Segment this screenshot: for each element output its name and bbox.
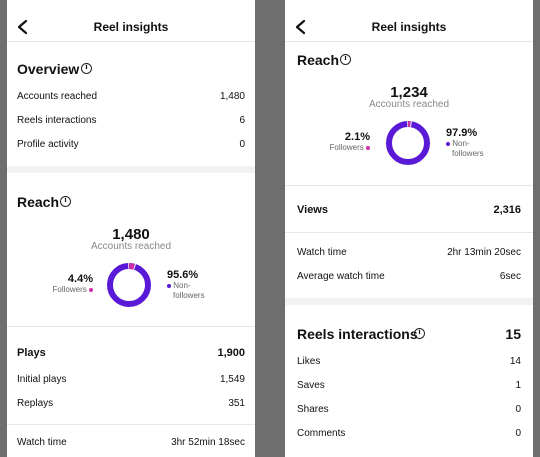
nonfollowers-percent: 95.6% bbox=[167, 269, 199, 281]
info-icon[interactable] bbox=[414, 327, 425, 339]
divider bbox=[285, 232, 533, 233]
row-value: 6 bbox=[239, 115, 245, 126]
row-label: Reels interactions bbox=[17, 115, 97, 126]
section-divider bbox=[285, 298, 533, 305]
reach-title: Reach bbox=[17, 194, 60, 210]
info-icon[interactable] bbox=[81, 62, 92, 74]
row-value: 6sec bbox=[499, 271, 521, 282]
watch-time-value: 3hr 52min 18sec bbox=[171, 437, 245, 448]
reach-title: Reach bbox=[297, 52, 340, 68]
row-label: Accounts reached bbox=[17, 91, 98, 102]
header-divider bbox=[285, 41, 533, 42]
row-value: 0 bbox=[515, 428, 521, 439]
views-value: 2,316 bbox=[493, 204, 521, 216]
nonfollowers-stat: 95.6% Non-followers bbox=[167, 269, 205, 301]
views-title: Views bbox=[297, 204, 328, 216]
reach-total: 1,234 bbox=[390, 84, 428, 101]
followers-label: Followers bbox=[52, 285, 87, 294]
overview-title: Overview bbox=[17, 61, 80, 77]
row-label: Saves bbox=[297, 380, 325, 391]
chevron-left-icon[interactable] bbox=[294, 19, 308, 35]
interactions-title: Reels interactions bbox=[297, 326, 418, 342]
row-label: Average watch time bbox=[297, 271, 385, 282]
reach-total: 1,480 bbox=[112, 226, 150, 243]
row-value: 1,549 bbox=[219, 374, 245, 385]
followers-label: Followers bbox=[329, 143, 364, 152]
reach-caption: Accounts reached bbox=[90, 241, 172, 252]
nonfollowers-dot bbox=[167, 283, 171, 288]
followers-stat: 4.4% Followers bbox=[53, 273, 93, 294]
row-value: 1 bbox=[515, 380, 521, 391]
divider bbox=[285, 185, 533, 186]
page-title: Reel insights bbox=[93, 20, 169, 34]
plays-value: 1,900 bbox=[217, 347, 245, 359]
followers-dot bbox=[366, 145, 370, 150]
row-value: 14 bbox=[509, 356, 521, 367]
row-label: Shares bbox=[297, 404, 329, 415]
followers-percent: 4.4% bbox=[67, 273, 93, 285]
info-icon[interactable] bbox=[60, 195, 71, 207]
nonfollowers-percent: 97.9% bbox=[446, 127, 478, 139]
row-label: Likes bbox=[297, 356, 321, 367]
divider bbox=[7, 326, 255, 327]
nonfollowers-label: followers bbox=[173, 291, 205, 300]
insights-screen-right: Reel insights Reach 1,234 Accounts reach… bbox=[285, 0, 533, 457]
row-value: 1,480 bbox=[219, 91, 245, 102]
reach-caption: Accounts reached bbox=[368, 99, 450, 110]
row-label: Profile activity bbox=[17, 139, 79, 150]
header-divider bbox=[7, 41, 255, 42]
reach-donut-chart bbox=[106, 262, 152, 308]
insights-screen-left: Reel insights Overview Accounts reached … bbox=[7, 0, 255, 457]
ring-gap bbox=[107, 263, 151, 307]
nonfollowers-label: Non- bbox=[452, 139, 470, 148]
row-label: Initial plays bbox=[17, 374, 67, 385]
row-label: Watch time bbox=[297, 247, 347, 258]
followers-dot bbox=[89, 287, 93, 292]
followers-stat: 2.1% Followers bbox=[330, 131, 370, 152]
interactions-value: 15 bbox=[505, 326, 521, 342]
followers-percent: 2.1% bbox=[344, 131, 370, 143]
row-value: 351 bbox=[228, 398, 245, 409]
row-value: 2hr 13min 20sec bbox=[447, 247, 521, 258]
ring-gap bbox=[386, 121, 430, 165]
row-value: 0 bbox=[239, 139, 245, 150]
row-label: Replays bbox=[17, 398, 54, 409]
chevron-left-icon[interactable] bbox=[16, 19, 30, 35]
page-title: Reel insights bbox=[371, 20, 447, 34]
nonfollowers-stat: 97.9% Non-followers bbox=[446, 127, 484, 159]
nonfollowers-segment bbox=[386, 121, 430, 165]
info-icon[interactable] bbox=[340, 53, 351, 65]
nonfollowers-label: followers bbox=[452, 149, 484, 158]
reach-donut-chart bbox=[385, 120, 431, 166]
plays-title: Plays bbox=[17, 347, 46, 359]
row-value: 0 bbox=[515, 404, 521, 415]
watch-time-label: Watch time bbox=[17, 437, 67, 448]
nonfollowers-segment bbox=[107, 263, 151, 307]
nonfollowers-label: Non- bbox=[173, 281, 191, 290]
divider bbox=[7, 424, 255, 425]
nonfollowers-dot bbox=[446, 141, 450, 146]
row-label: Comments bbox=[297, 428, 346, 439]
section-divider bbox=[7, 166, 255, 173]
